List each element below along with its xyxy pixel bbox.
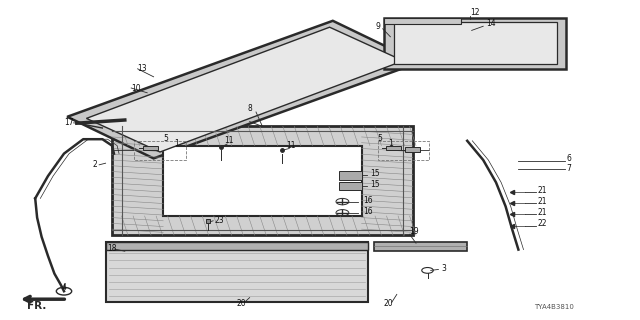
Text: 1: 1: [388, 139, 393, 148]
Text: 5: 5: [378, 134, 383, 143]
Polygon shape: [86, 27, 403, 152]
Text: 11: 11: [286, 141, 296, 150]
Bar: [143, 146, 158, 150]
Text: 12: 12: [470, 8, 480, 17]
Text: 17: 17: [64, 118, 74, 127]
Bar: [339, 171, 362, 180]
Text: 8: 8: [247, 104, 252, 113]
Text: 1: 1: [174, 139, 179, 148]
Text: 23: 23: [214, 216, 224, 225]
Text: 15: 15: [370, 180, 380, 189]
Text: 5: 5: [163, 134, 168, 143]
Text: FR.: FR.: [27, 300, 46, 311]
Text: 21: 21: [538, 197, 547, 206]
Polygon shape: [163, 146, 362, 216]
Text: 21: 21: [538, 186, 547, 195]
Text: 4: 4: [62, 283, 67, 292]
Bar: [405, 148, 420, 152]
Text: 20: 20: [384, 299, 394, 308]
Text: 22: 22: [538, 220, 547, 228]
Text: 9: 9: [376, 22, 381, 31]
Text: 16: 16: [363, 207, 372, 216]
Polygon shape: [67, 21, 419, 158]
Polygon shape: [106, 242, 368, 302]
Text: 19: 19: [410, 228, 419, 236]
Polygon shape: [394, 22, 557, 64]
Text: 16: 16: [363, 196, 372, 204]
Bar: [339, 182, 362, 190]
Text: 6: 6: [566, 154, 572, 163]
Polygon shape: [374, 242, 467, 251]
Text: 20: 20: [237, 299, 246, 308]
Text: 11: 11: [224, 136, 234, 145]
Polygon shape: [384, 18, 461, 24]
Polygon shape: [384, 18, 566, 69]
Text: 10: 10: [131, 84, 141, 92]
Text: 7: 7: [566, 164, 572, 172]
Bar: [386, 146, 401, 150]
Text: 13: 13: [138, 64, 147, 73]
Text: TYA4B3810: TYA4B3810: [534, 304, 574, 309]
Polygon shape: [112, 126, 413, 235]
Text: 15: 15: [370, 169, 380, 178]
Text: 14: 14: [486, 19, 496, 28]
Text: 21: 21: [538, 208, 547, 217]
Polygon shape: [106, 242, 368, 250]
Text: 2: 2: [92, 160, 97, 169]
Text: 18: 18: [107, 244, 116, 253]
Text: 3: 3: [442, 264, 447, 273]
